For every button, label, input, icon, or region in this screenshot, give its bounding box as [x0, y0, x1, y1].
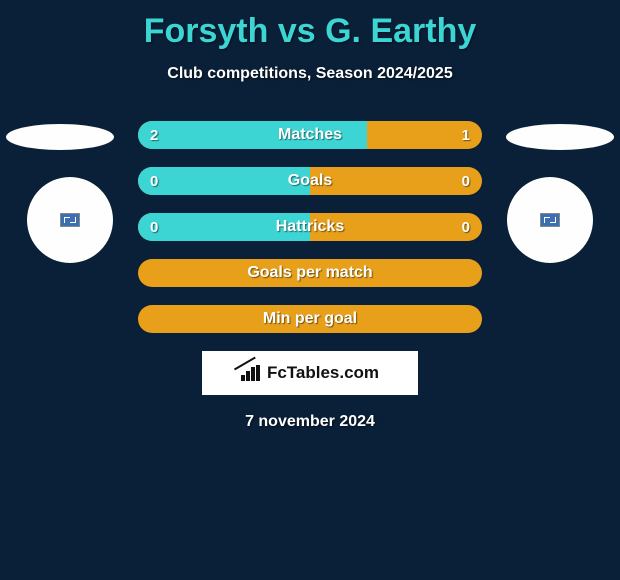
- stat-value-right: 1: [462, 121, 470, 149]
- stats-container: 2 Matches 1 0 Goals 0 0 Hattricks 0 Goal…: [138, 121, 482, 333]
- player-avatar-right: [507, 177, 593, 263]
- placeholder-image-icon: [60, 213, 80, 227]
- subtitle: Club competitions, Season 2024/2025: [0, 65, 620, 83]
- flag-left-icon: [6, 124, 114, 150]
- stat-row-min-per-goal: Min per goal: [138, 305, 482, 333]
- stat-row-matches: 2 Matches 1: [138, 121, 482, 149]
- stat-value-right: 0: [462, 167, 470, 195]
- stat-value-right: 0: [462, 213, 470, 241]
- player-avatar-left: [27, 177, 113, 263]
- stat-row-goals-per-match: Goals per match: [138, 259, 482, 287]
- stat-label: Goals per match: [138, 259, 482, 287]
- chart-bars-icon: [241, 365, 263, 381]
- date-text: 7 november 2024: [0, 413, 620, 431]
- brand-text: FcTables.com: [267, 363, 379, 383]
- stat-label: Goals: [138, 167, 482, 195]
- brand-box[interactable]: FcTables.com: [202, 351, 418, 395]
- stat-label: Min per goal: [138, 305, 482, 333]
- stat-label: Hattricks: [138, 213, 482, 241]
- placeholder-image-icon: [540, 213, 560, 227]
- page-title: Forsyth vs G. Earthy: [0, 0, 620, 51]
- stat-row-goals: 0 Goals 0: [138, 167, 482, 195]
- flag-right-icon: [506, 124, 614, 150]
- stat-row-hattricks: 0 Hattricks 0: [138, 213, 482, 241]
- stat-label: Matches: [138, 121, 482, 149]
